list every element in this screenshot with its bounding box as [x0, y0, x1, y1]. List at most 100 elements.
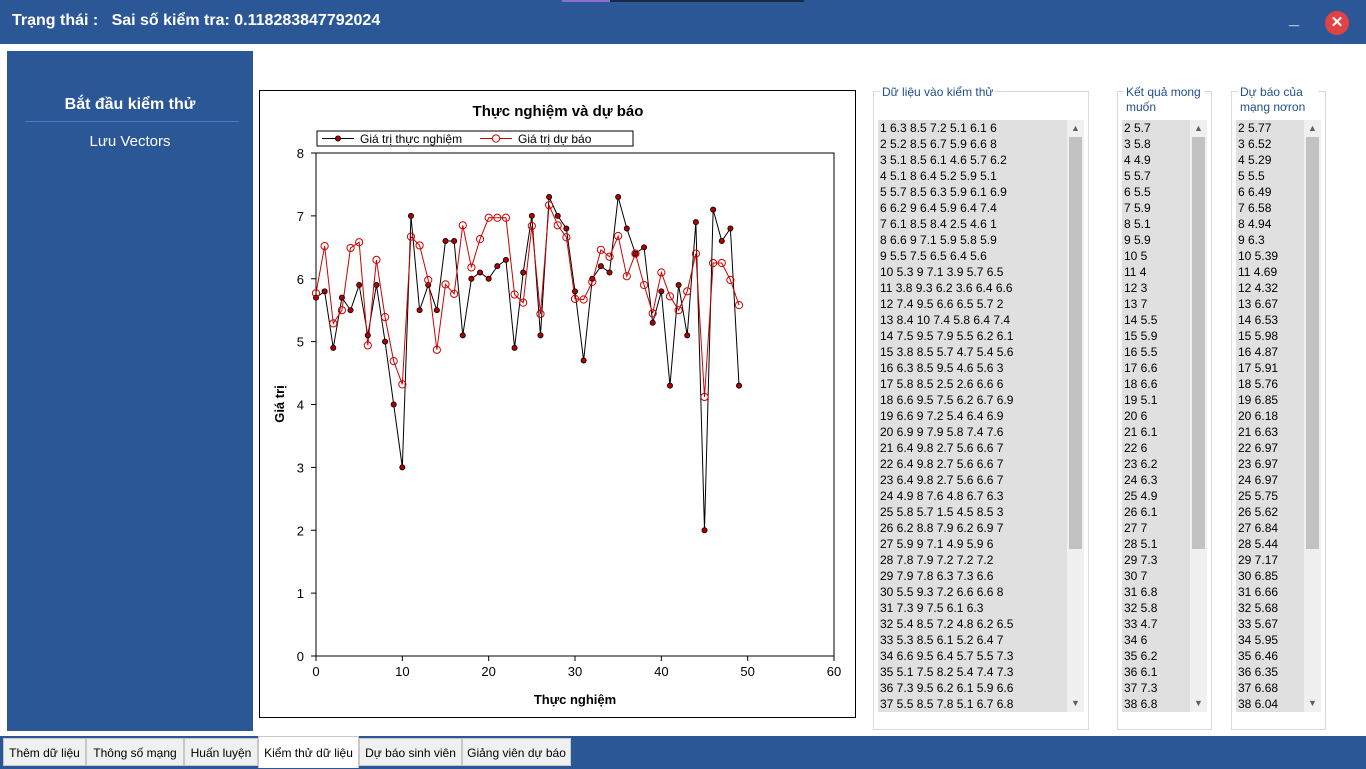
list-item[interactable]: 2 5.7: [1124, 121, 1151, 135]
list-item[interactable]: 12 3: [1124, 281, 1148, 295]
list-item[interactable]: 14 7.5 9.5 7.9 5.5 6.2 6.1: [880, 329, 1014, 343]
list-item[interactable]: 4 5.1 8 6.4 5.2 5.9 5.1: [880, 169, 997, 183]
list-item[interactable]: 2 5.2 8.5 6.7 5.9 6.6 8: [880, 137, 997, 151]
list-item[interactable]: 7 6.1 8.5 8.4 2.5 4.6 1: [880, 217, 997, 231]
list-item[interactable]: 30 7: [1124, 569, 1148, 583]
list-item[interactable]: 34 6: [1124, 633, 1148, 647]
list-item[interactable]: 31 6.8: [1124, 585, 1158, 599]
list-item[interactable]: 33 5.67: [1238, 617, 1279, 631]
list-item[interactable]: 32 5.8: [1124, 601, 1158, 615]
list-item[interactable]: 8 4.94: [1238, 217, 1272, 231]
scroll-thumb[interactable]: [1069, 137, 1082, 549]
list-item[interactable]: 6 5.5: [1124, 185, 1151, 199]
list-item[interactable]: 26 6.2 8.8 7.9 6.2 6.9 7: [880, 521, 1004, 535]
list-item[interactable]: 21 6.1: [1124, 425, 1158, 439]
list-item[interactable]: 25 5.8 5.7 1.5 4.5 8.5 3: [880, 505, 1004, 519]
list-item[interactable]: 24 4.9 8 7.6 4.8 6.7 6.3: [880, 489, 1004, 503]
list-item[interactable]: 16 5.5: [1124, 345, 1158, 359]
save-vectors-button[interactable]: Lưu Vectors: [89, 133, 171, 150]
list-item[interactable]: 15 3.8 8.5 5.7 4.7 5.4 5.6: [880, 345, 1014, 359]
list-item[interactable]: 15 5.9: [1124, 329, 1158, 343]
list-item[interactable]: 16 6.3 8.5 9.5 4.6 5.6 3: [880, 361, 1004, 375]
list-item[interactable]: 6 6.49: [1238, 185, 1272, 199]
predicted-list[interactable]: 2 5.77 3 6.52 4 5.29 5 5.5 6 6.49 7 6.58 8 4.9…: [1236, 120, 1321, 712]
list-item[interactable]: 2 5.77: [1238, 121, 1272, 135]
tab-training[interactable]: Huấn luyện: [184, 738, 258, 766]
list-item[interactable]: 12 7.4 9.5 6.6 6.5 5.7 2: [880, 297, 1004, 311]
list-item[interactable]: 19 5.1: [1124, 393, 1158, 407]
list-item[interactable]: 32 5.68: [1238, 601, 1279, 615]
list-item[interactable]: 13 6.67: [1238, 297, 1279, 311]
list-item[interactable]: 22 6.97: [1238, 441, 1279, 455]
list-item[interactable]: 30 5.5 9.3 7.2 6.6 6.6 8: [880, 585, 1004, 599]
start-test-button[interactable]: Bắt đầu kiểm thử: [64, 96, 196, 113]
list-item[interactable]: 9 6.3: [1238, 233, 1265, 247]
list-item[interactable]: 4 5.29: [1238, 153, 1272, 167]
list-item[interactable]: 26 6.1: [1124, 505, 1158, 519]
list-item[interactable]: 31 7.3 9 7.5 6.1 6.3: [880, 601, 984, 615]
list-item[interactable]: 21 6.4 9.8 2.7 5.6 6.6 7: [880, 441, 1004, 455]
list-item[interactable]: 5 5.7 8.5 6.3 5.9 6.1 6.9: [880, 185, 1007, 199]
list-item[interactable]: 28 5.44: [1238, 537, 1279, 551]
list-item[interactable]: 16 4.87: [1238, 345, 1279, 359]
list-item[interactable]: 33 4.7: [1124, 617, 1158, 631]
input-data-list[interactable]: 1 6.3 8.5 7.2 5.1 6.1 6 2 5.2 8.5 6.7 5.9…: [878, 120, 1084, 712]
list-item[interactable]: 8 5.1: [1124, 217, 1151, 231]
tab-teacher-forecast[interactable]: Giảng viên dự báo: [462, 738, 571, 766]
list-item[interactable]: 1 6.3 8.5 7.2 5.1 6.1 6: [880, 121, 997, 135]
list-item[interactable]: 14 5.5: [1124, 313, 1158, 327]
list-item[interactable]: 29 7.3: [1124, 553, 1158, 567]
list-item[interactable]: 5 5.7: [1124, 169, 1151, 183]
predicted-list-scrollbar[interactable]: ▲ ▼: [1304, 120, 1321, 712]
list-item[interactable]: 10 5.3 9 7.1 3.9 5.7 6.5: [880, 265, 1004, 279]
list-item[interactable]: 4 4.9: [1124, 153, 1151, 167]
scroll-thumb[interactable]: [1192, 137, 1205, 549]
list-item[interactable]: 20 6: [1124, 409, 1148, 423]
list-item[interactable]: 37 6.68: [1238, 681, 1279, 695]
tab-network-params[interactable]: Thông số mạng: [86, 738, 184, 766]
list-item[interactable]: 9 5.5 7.5 6.5 6.4 5.6: [880, 249, 987, 263]
scroll-thumb[interactable]: [1306, 137, 1319, 549]
list-item[interactable]: 18 6.6 9.5 7.5 6.2 6.7 6.9: [880, 393, 1014, 407]
list-item[interactable]: 21 6.63: [1238, 425, 1279, 439]
list-item[interactable]: 35 6.2: [1124, 649, 1158, 663]
list-item[interactable]: 34 6.6 9.5 6.4 5.7 5.5 7.3: [880, 649, 1014, 663]
list-item[interactable]: 35 5.1 7.5 8.2 5.4 7.4 7.3: [880, 665, 1014, 679]
list-item[interactable]: 23 6.2: [1124, 457, 1158, 471]
list-item[interactable]: 11 4.69: [1238, 265, 1278, 279]
list-item[interactable]: 38 6.8: [1124, 697, 1158, 711]
list-item[interactable]: 35 6.46: [1238, 649, 1279, 663]
input-list-scrollbar[interactable]: ▲ ▼: [1067, 120, 1084, 712]
list-item[interactable]: 3 6.52: [1238, 137, 1272, 151]
scroll-down-icon[interactable]: ▼: [1071, 698, 1080, 708]
list-item[interactable]: 29 7.9 7.8 6.3 7.3 6.6: [880, 569, 994, 583]
list-item[interactable]: 38 6.04: [1238, 697, 1279, 711]
list-item[interactable]: 36 7.3 9.5 6.2 6.1 5.9 6.6: [880, 681, 1014, 695]
list-item[interactable]: 5 5.5: [1238, 169, 1265, 183]
list-item[interactable]: 25 4.9: [1124, 489, 1158, 503]
list-item[interactable]: 22 6.4 9.8 2.7 5.6 6.6 7: [880, 457, 1004, 471]
list-item[interactable]: 17 5.8 8.5 2.5 2.6 6.6 6: [880, 377, 1004, 391]
list-item[interactable]: 27 7: [1124, 521, 1148, 535]
list-item[interactable]: 12 4.32: [1238, 281, 1279, 295]
list-item[interactable]: 31 6.66: [1238, 585, 1279, 599]
list-item[interactable]: 27 6.84: [1238, 521, 1279, 535]
scroll-up-icon[interactable]: ▲: [1308, 123, 1317, 133]
list-item[interactable]: 33 5.3 8.5 6.1 5.2 6.4 7: [880, 633, 1004, 647]
list-item[interactable]: 19 6.85: [1238, 393, 1279, 407]
list-item[interactable]: 32 5.4 8.5 7.2 4.8 6.2 6.5: [880, 617, 1014, 631]
list-item[interactable]: 24 6.3: [1124, 473, 1158, 487]
list-item[interactable]: 30 6.85: [1238, 569, 1279, 583]
list-item[interactable]: 18 5.76: [1238, 377, 1279, 391]
list-item[interactable]: 18 6.6: [1124, 377, 1158, 391]
scroll-down-icon[interactable]: ▼: [1308, 698, 1317, 708]
list-item[interactable]: 11 4: [1124, 265, 1147, 279]
list-item[interactable]: 20 6.9 9 7.9 5.8 7.4 7.6: [880, 425, 1004, 439]
scroll-up-icon[interactable]: ▲: [1071, 123, 1080, 133]
list-item[interactable]: 24 6.97: [1238, 473, 1279, 487]
list-item[interactable]: 36 6.1: [1124, 665, 1158, 679]
list-item[interactable]: 11 3.8 9.3 6.2 3.6 6.4 6.6: [880, 281, 1013, 295]
list-item[interactable]: 10 5: [1124, 249, 1148, 263]
list-item[interactable]: 34 5.95: [1238, 633, 1279, 647]
list-item[interactable]: 28 5.1: [1124, 537, 1158, 551]
